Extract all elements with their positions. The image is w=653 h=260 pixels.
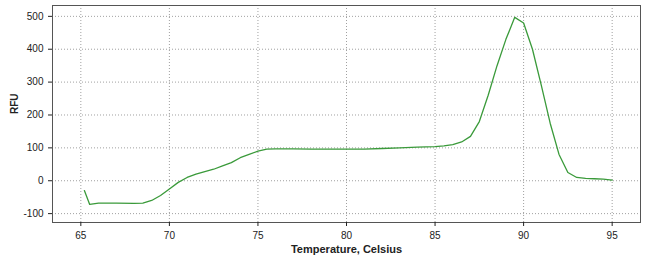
svg-text:300: 300 xyxy=(27,76,44,87)
svg-text:-100: -100 xyxy=(23,208,43,219)
svg-text:80: 80 xyxy=(341,230,353,241)
svg-text:200: 200 xyxy=(27,109,44,120)
svg-text:90: 90 xyxy=(518,230,530,241)
svg-text:400: 400 xyxy=(27,43,44,54)
svg-text:500: 500 xyxy=(27,11,44,22)
svg-text:RFU: RFU xyxy=(9,93,20,114)
svg-text:Temperature, Celsius: Temperature, Celsius xyxy=(291,243,402,255)
svg-text:100: 100 xyxy=(27,142,44,153)
svg-text:65: 65 xyxy=(75,230,87,241)
svg-text:95: 95 xyxy=(607,230,619,241)
svg-text:75: 75 xyxy=(252,230,264,241)
svg-text:0: 0 xyxy=(38,175,44,186)
svg-text:85: 85 xyxy=(429,230,441,241)
svg-text:70: 70 xyxy=(164,230,176,241)
